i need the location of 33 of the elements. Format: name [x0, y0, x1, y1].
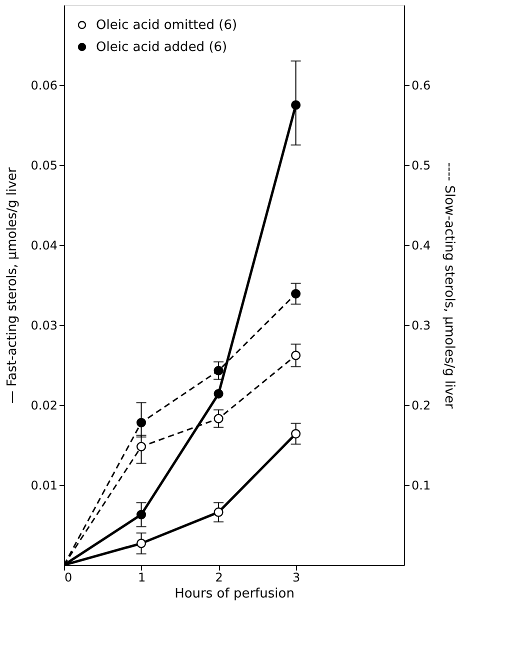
point: [136, 418, 146, 428]
y-tick-label: 0.05: [30, 158, 58, 172]
y2-tick-label: 0.5: [412, 158, 431, 172]
point: [214, 389, 224, 399]
point: [136, 442, 146, 452]
legend-label: Oleic acid omitted (6): [96, 18, 238, 33]
y-tick-label: 0.06: [30, 78, 58, 92]
y2-axis-title: ---- Slow-acting sterols, μmoles/g liver: [442, 162, 457, 410]
point: [214, 366, 224, 376]
y2-tick-label: 0.1: [412, 478, 431, 492]
point: [214, 507, 224, 517]
x-tick-label: 3: [292, 570, 300, 584]
y2-tick-label: 0.3: [412, 318, 431, 332]
x-tick-label: 2: [215, 570, 223, 584]
x-tick-label: 1: [138, 570, 146, 584]
point: [214, 414, 224, 424]
y-tick-label: 0.01: [30, 478, 58, 492]
y2-tick-label: 0.4: [412, 238, 431, 252]
x-axis-title: Hours of perfusion: [174, 586, 294, 602]
legend-label: Oleic acid added (6): [96, 40, 228, 55]
point: [291, 289, 301, 299]
point: [291, 100, 301, 110]
y-tick-label: 0.04: [30, 238, 58, 252]
point: [291, 429, 301, 439]
y2-tick-label: 0.6: [412, 78, 431, 92]
y-axis-title: — Fast-acting sterols, μmoles/g liver: [4, 166, 20, 404]
point: [291, 350, 301, 360]
y2-tick-label: 0.2: [412, 398, 431, 412]
point: [136, 538, 146, 548]
x-tick-label: 0: [64, 570, 72, 584]
point: [136, 510, 146, 520]
y-tick-label: 0.03: [30, 318, 58, 332]
y-tick-label: 0.02: [30, 398, 58, 412]
